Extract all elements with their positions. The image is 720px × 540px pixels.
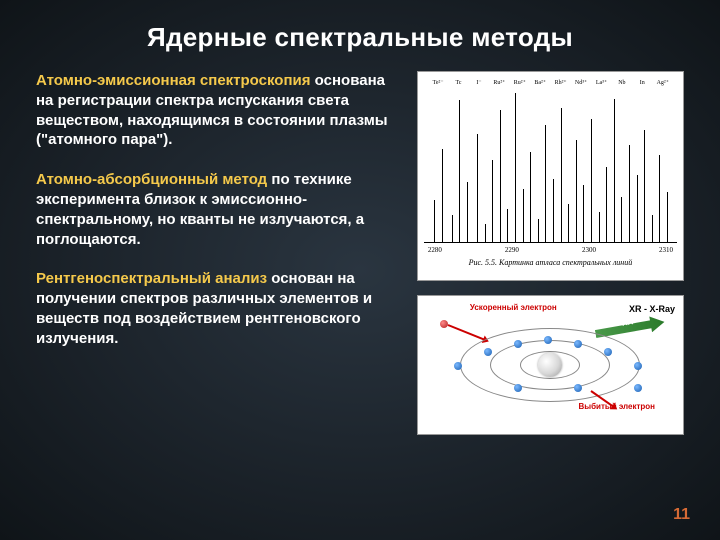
- method-name-3: Рентгеноспектральный анализ: [36, 270, 267, 287]
- spectral-line: [530, 152, 531, 241]
- nucleus: [538, 353, 562, 377]
- incoming-electron: [440, 320, 448, 328]
- spectral-line: [459, 100, 460, 242]
- electron: [574, 340, 582, 348]
- method-name-2: Атомно-абсорбционный метод: [36, 171, 267, 188]
- paragraph-absorption: Атомно-абсорбционный метод по технике эк…: [36, 170, 399, 249]
- spectral-elements-row: Te²⁻TcI⁻Ru²⁺Ru²⁺Ba²⁺Rh²⁺Nd³⁺La³⁺NbInAg²⁺: [424, 80, 677, 87]
- spectral-line: [591, 119, 592, 241]
- spectral-line: [492, 160, 493, 242]
- spectral-line: [583, 185, 584, 242]
- spectral-line: [477, 134, 478, 241]
- element-label: Tc: [448, 80, 468, 87]
- slide-title: Ядерные спектральные методы: [36, 22, 684, 53]
- spectral-line: [652, 215, 653, 242]
- element-label: Te²⁻: [428, 80, 448, 87]
- slide: Ядерные спектральные методы Атомно-эмисс…: [0, 0, 720, 540]
- spectral-line: [452, 215, 453, 242]
- xray-arrow-text: XR: [621, 317, 634, 328]
- element-label: Ba²⁺: [530, 80, 550, 87]
- element-label: La³⁺: [591, 80, 611, 87]
- element-label: Ru²⁺: [510, 80, 530, 87]
- spectral-line: [485, 224, 486, 242]
- electron: [454, 362, 462, 370]
- text-column: Атомно-эмиссионная спектроскопия основан…: [36, 71, 399, 510]
- spectral-line: [614, 99, 615, 242]
- spectral-line: [434, 200, 435, 242]
- spectral-line: [515, 93, 516, 242]
- spectral-line: [644, 130, 645, 242]
- spectral-line: [606, 167, 607, 242]
- electron: [604, 348, 612, 356]
- spectral-caption: Рис. 5.5. Картинка атласа спектральных л…: [424, 258, 677, 267]
- spectral-line: [568, 204, 569, 241]
- spectral-line: [553, 179, 554, 242]
- element-label: Nd³⁺: [571, 80, 591, 87]
- electron: [544, 336, 552, 344]
- xray-label: XR - X-Ray: [629, 304, 675, 314]
- method-name-1: Атомно-эмиссионная спектроскопия: [36, 72, 311, 89]
- element-label: In: [632, 80, 652, 87]
- page-number: 11: [673, 506, 690, 524]
- paragraph-xray: Рентгеноспектральный анализ основан на п…: [36, 269, 399, 348]
- element-label: Rh²⁺: [550, 80, 570, 87]
- x-tick: 2300: [582, 246, 596, 254]
- spectral-line: [637, 175, 638, 242]
- element-label: Nb: [612, 80, 632, 87]
- electron: [634, 384, 642, 392]
- spectral-line: [545, 125, 546, 241]
- spectral-line: [561, 108, 562, 242]
- content-row: Атомно-эмиссионная спектроскопия основан…: [36, 71, 684, 510]
- incoming-arrow: [448, 324, 488, 342]
- atom-diagram-figure: XR - X-Ray Ускоренный электрон XR Выбиты…: [417, 295, 684, 435]
- electron: [484, 348, 492, 356]
- x-tick: 2290: [505, 246, 519, 254]
- spectral-line: [659, 155, 660, 241]
- electron: [514, 384, 522, 392]
- spectral-lines-figure: Te²⁻TcI⁻Ru²⁺Ru²⁺Ba²⁺Rh²⁺Nd³⁺La³⁺NbInAg²⁺…: [417, 71, 684, 281]
- spectral-line: [467, 182, 468, 242]
- spectral-line: [442, 149, 443, 241]
- electron: [574, 384, 582, 392]
- accelerated-electron-label: Ускоренный электрон: [470, 304, 557, 313]
- element-label: I⁻: [469, 80, 489, 87]
- spectral-line: [507, 209, 508, 242]
- spectral-line: [667, 192, 668, 241]
- x-tick: 2280: [428, 246, 442, 254]
- element-label: Ag²⁺: [653, 80, 673, 87]
- spectral-line: [576, 140, 577, 241]
- paragraph-emission: Атомно-эмиссионная спектроскопия основан…: [36, 71, 399, 150]
- spectral-line: [599, 212, 600, 242]
- element-label: Ru²⁺: [489, 80, 509, 87]
- spectral-line: [629, 145, 630, 242]
- spectral-line: [523, 189, 524, 241]
- emitted-electron-label: Выбитый электрон: [578, 403, 655, 412]
- image-column: Te²⁻TcI⁻Ru²⁺Ru²⁺Ba²⁺Rh²⁺Nd³⁺La³⁺NbInAg²⁺…: [417, 71, 684, 510]
- spectral-line: [621, 197, 622, 242]
- spectral-lines-area: [424, 93, 677, 243]
- x-tick: 2310: [659, 246, 673, 254]
- spectral-x-axis: 2280 2290 2300 2310: [424, 243, 677, 254]
- electron: [634, 362, 642, 370]
- electron: [514, 340, 522, 348]
- spectral-line: [500, 110, 501, 241]
- spectral-line: [538, 219, 539, 241]
